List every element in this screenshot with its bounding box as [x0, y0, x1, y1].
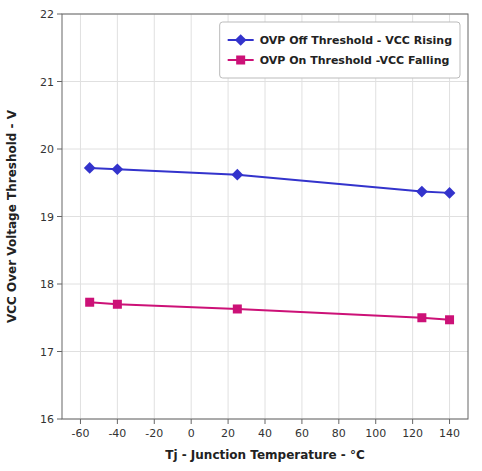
y-axis-label: VCC Over Voltage Threshold - V: [5, 109, 19, 323]
y-tick-label: 22: [40, 8, 54, 21]
x-tick: [338, 419, 339, 424]
data-layer: [84, 162, 456, 324]
x-tick: [154, 419, 155, 424]
x-tick: [412, 419, 413, 424]
axes: -60 -40 -20 0 20 40 60 80 100 120 140 16 17 18 19 20 21 2…: [40, 8, 460, 440]
plot-background: [62, 14, 468, 419]
legend-box: [220, 22, 460, 78]
x-tick: [80, 419, 81, 424]
series-point: [112, 163, 124, 175]
legend-label: OVP Off Threshold - VCC Rising: [260, 34, 452, 47]
y-grid-line: [62, 351, 468, 352]
y-tick: [57, 351, 62, 352]
x-tick-label: -60: [71, 427, 89, 440]
series-point: [85, 298, 94, 307]
series-point: [84, 162, 96, 174]
x-tick-label: -40: [108, 427, 126, 440]
series-point: [113, 300, 122, 309]
x-tick: [301, 419, 302, 424]
y-grid-line: [62, 149, 468, 150]
y-tick-label: 19: [40, 211, 54, 224]
series-point: [233, 304, 242, 313]
series-line: [90, 168, 450, 193]
x-tick-label: 20: [221, 427, 235, 440]
x-tick: [117, 419, 118, 424]
series-point: [416, 186, 428, 198]
legend: OVP Off Threshold - VCC Rising OVP On Thr…: [220, 22, 460, 78]
x-tick-label: 140: [439, 427, 460, 440]
y-tick-label: 20: [40, 143, 54, 156]
x-tick-label: -20: [145, 427, 163, 440]
y-tick-label: 16: [40, 413, 54, 426]
legend-swatch-marker: [236, 56, 245, 65]
x-tick: [265, 419, 266, 424]
legend-swatch-marker: [235, 34, 247, 46]
x-tick-label: 0: [188, 427, 195, 440]
x-tick-label: 100: [365, 427, 386, 440]
chart-svg: -60 -40 -20 0 20 40 60 80 100 120 140 16 17 18 19 20 21 2…: [0, 0, 482, 471]
y-tick-label: 17: [40, 346, 54, 359]
y-grid-line: [62, 81, 468, 82]
y-tick: [57, 284, 62, 285]
x-tick-label: 120: [402, 427, 423, 440]
x-tick-label: 60: [295, 427, 309, 440]
series-point: [231, 169, 243, 181]
series-point: [417, 313, 426, 322]
grid: [62, 14, 468, 419]
legend-label: OVP On Threshold -VCC Falling: [260, 54, 450, 67]
y-tick-label: 18: [40, 278, 54, 291]
y-tick-label: 21: [40, 76, 54, 89]
x-axis-label: Tj - Junction Temperature - °C: [165, 448, 365, 462]
x-tick-label: 80: [332, 427, 346, 440]
y-tick: [57, 81, 62, 82]
y-tick: [57, 216, 62, 217]
x-tick: [191, 419, 192, 424]
chart-container: -60 -40 -20 0 20 40 60 80 100 120 140 16 17 18 19 20 21 2…: [0, 0, 482, 471]
series-line: [90, 302, 450, 320]
x-tick: [375, 419, 376, 424]
y-grid-line: [62, 216, 468, 217]
y-tick: [57, 149, 62, 150]
series-point: [445, 315, 454, 324]
y-tick: [57, 14, 62, 15]
x-tick: [449, 419, 450, 424]
x-tick-label: 40: [258, 427, 272, 440]
x-tick: [228, 419, 229, 424]
y-grid-line: [62, 284, 468, 285]
series-point: [444, 187, 456, 199]
y-tick: [57, 419, 62, 420]
plot-frame: [62, 14, 468, 419]
